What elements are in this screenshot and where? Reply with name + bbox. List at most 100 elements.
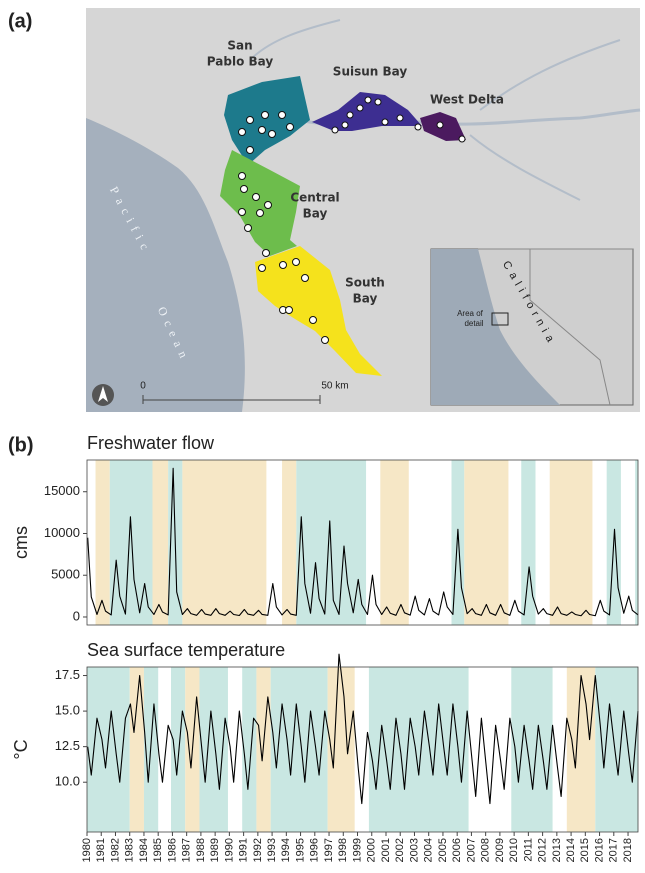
station [259,127,266,134]
x-tick-label: 1993 [266,838,278,862]
station [310,317,317,324]
station [365,97,371,103]
station [287,124,294,131]
station [415,124,421,130]
station [357,105,363,111]
x-tick-label: 1988 [195,838,207,862]
x-tick-label: 1991 [238,838,250,862]
station [286,307,293,314]
page: {"panel_labels": ["(a)", "(b)"], "map": … [0,0,645,873]
x-tick-label: 2007 [465,838,477,862]
station [239,209,246,216]
station [269,131,276,138]
figure: San Pablo Bay Suisun Bay West Delta Cent… [0,0,645,873]
period-band [521,460,535,625]
station [342,122,348,128]
station [347,112,353,118]
station [262,112,269,119]
period-band [182,460,266,625]
x-tick-label: 1985 [152,838,164,862]
x-tick-label: 2006 [451,838,463,862]
scale-label: 0 [140,381,146,392]
region-label: Pablo Bay [207,55,274,69]
x-tick-label: 1995 [294,838,306,862]
x-tick-label: 2016 [593,838,605,862]
x-tick-label: 2017 [608,838,620,862]
station [437,122,443,128]
period-band [171,667,185,832]
chart-title: Sea surface temperature [87,640,285,660]
station [245,225,252,232]
y-tick-label: 10.0 [55,774,80,789]
period-band [130,667,144,832]
station [280,262,287,269]
station [241,186,248,193]
x-tick-label: 2002 [394,838,406,862]
x-tick-label: 1999 [351,838,363,862]
map: San Pablo Bay Suisun Bay West Delta Cent… [86,8,640,412]
period-band [110,460,153,625]
y-tick-label: 15.0 [55,703,80,718]
x-tick-label: 1997 [323,838,335,862]
x-tick-label: 1983 [124,838,136,862]
inset-map: California Area of detail [431,249,633,405]
y-tick-label: 5000 [51,567,80,582]
x-tick-label: 2013 [551,838,563,862]
x-tick-label: 1992 [252,838,264,862]
station [382,119,388,125]
region-label: Bay [353,292,378,306]
x-tick-label: 1998 [337,838,349,862]
y-tick-label: 12.5 [55,738,80,753]
period-band [328,667,355,832]
station [322,337,329,344]
x-tick-label: 1989 [209,838,221,862]
x-tick-label: 2010 [508,838,520,862]
station [247,147,254,154]
station [263,250,270,257]
x-tick-label: 2004 [423,838,435,862]
x-tick-label: 1982 [109,838,121,862]
period-band [550,460,593,625]
region-label: Central [290,191,339,205]
station [375,99,381,105]
inset-detail: Area of [457,309,484,318]
period-band [635,460,638,625]
x-tick-label: 2011 [522,838,534,862]
panel-label: (a) [8,10,32,32]
region-label: South [345,276,385,290]
x-tick-label: 2009 [494,838,506,862]
x-tick-label: 2018 [622,838,634,862]
station [293,259,300,266]
y-tick-label: 15000 [44,483,80,498]
x-tick-label: 2014 [565,838,577,862]
region-label: West Delta [430,93,504,107]
period-band [511,667,552,832]
period-band [271,667,328,832]
period-band [464,460,508,625]
region-label: San [227,39,252,53]
inset-detail: detail [464,319,483,328]
station [257,210,264,217]
period-band [282,460,296,625]
x-tick-label: 2005 [437,838,449,862]
station [247,117,254,124]
x-tick-label: 1996 [309,838,321,862]
station [397,115,403,121]
panel-label: (b) [8,434,34,456]
x-tick-label: 2001 [380,838,392,862]
chart-title: Freshwater flow [87,433,215,453]
station [253,194,260,201]
y-tick-label: 10000 [44,525,80,540]
y-axis-label: °C [11,739,31,759]
period-band [152,460,168,625]
x-tick-label: 2012 [537,838,549,862]
region-label: Suisun Bay [333,65,408,79]
y-tick-label: 17.5 [55,667,80,682]
station [459,136,465,142]
region-label: Bay [303,207,328,221]
period-band [380,460,408,625]
period-band [199,667,227,832]
x-tick-label: 1986 [166,838,178,862]
period-band [567,667,595,832]
x-tick-label: 2000 [366,838,378,862]
